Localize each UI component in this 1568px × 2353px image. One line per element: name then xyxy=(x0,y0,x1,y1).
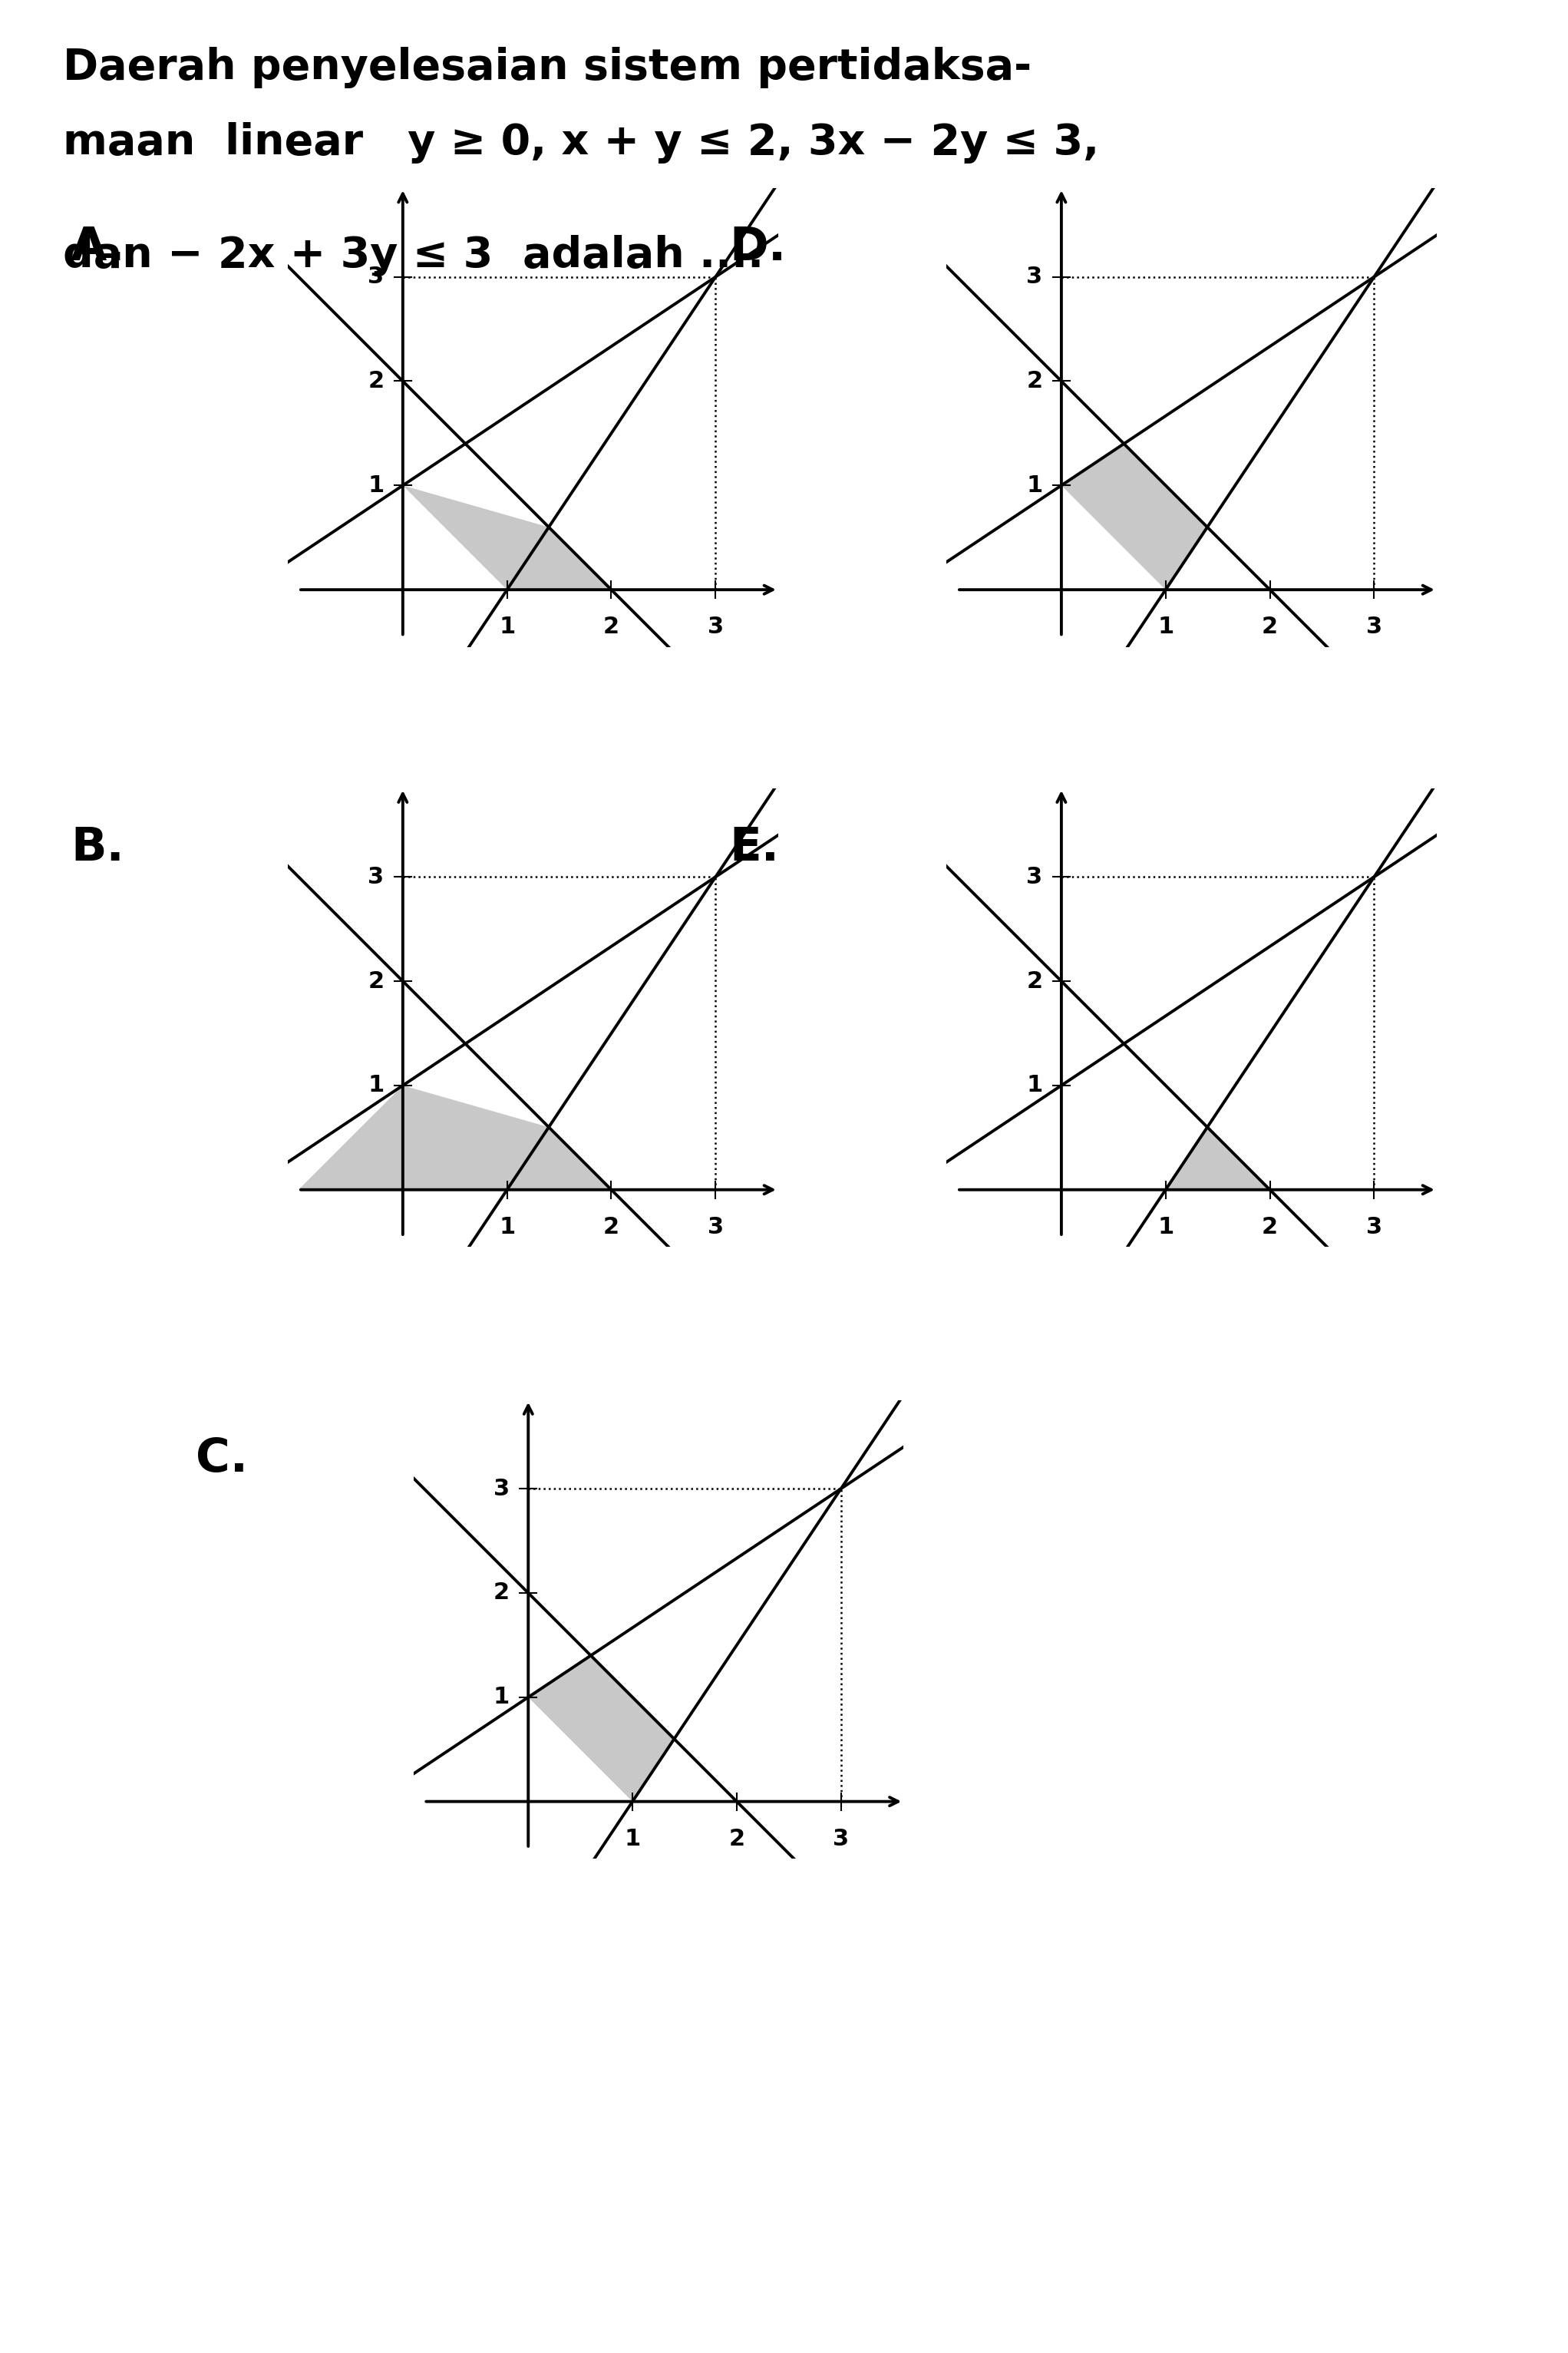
Text: 2: 2 xyxy=(604,616,619,638)
Text: C.: C. xyxy=(196,1438,248,1482)
Text: 2: 2 xyxy=(1027,969,1043,993)
Text: 3: 3 xyxy=(1027,266,1043,287)
Text: 2: 2 xyxy=(1262,1217,1278,1238)
Text: 2: 2 xyxy=(729,1828,745,1849)
Polygon shape xyxy=(1062,445,1207,591)
Text: D.: D. xyxy=(729,226,786,271)
Polygon shape xyxy=(298,1085,612,1191)
Text: 3: 3 xyxy=(494,1478,510,1499)
Text: dan − 2x + 3y ≤ 3  adalah ....: dan − 2x + 3y ≤ 3 adalah .... xyxy=(63,235,764,278)
Text: 3: 3 xyxy=(1027,866,1043,887)
Text: B.: B. xyxy=(71,826,124,871)
Text: Daerah penyelesaian sistem pertidaksa-: Daerah penyelesaian sistem pertidaksa- xyxy=(63,47,1032,89)
Text: 1: 1 xyxy=(1157,1217,1174,1238)
Text: 3: 3 xyxy=(368,866,384,887)
Text: 3: 3 xyxy=(707,616,724,638)
Text: 3: 3 xyxy=(1366,1217,1383,1238)
Text: 1: 1 xyxy=(499,616,516,638)
Text: 1: 1 xyxy=(368,475,384,496)
Text: 1: 1 xyxy=(494,1687,510,1708)
Text: 3: 3 xyxy=(368,266,384,287)
Polygon shape xyxy=(528,1657,674,1802)
Text: A.: A. xyxy=(71,226,125,271)
Text: 1: 1 xyxy=(1157,616,1174,638)
Text: 1: 1 xyxy=(1027,1075,1043,1096)
Text: 3: 3 xyxy=(707,1217,724,1238)
Text: 2: 2 xyxy=(494,1581,510,1605)
Text: 1: 1 xyxy=(499,1217,516,1238)
Text: 1: 1 xyxy=(1027,475,1043,496)
Text: E.: E. xyxy=(729,826,779,871)
Polygon shape xyxy=(403,485,612,591)
Text: 2: 2 xyxy=(368,369,384,393)
Text: 3: 3 xyxy=(833,1828,850,1849)
Text: 2: 2 xyxy=(604,1217,619,1238)
Text: 1: 1 xyxy=(624,1828,641,1849)
Text: 2: 2 xyxy=(1262,616,1278,638)
Text: maan  linear   y ≥ 0, x + y ≤ 2, 3x − 2y ≤ 3,: maan linear y ≥ 0, x + y ≤ 2, 3x − 2y ≤ … xyxy=(63,122,1099,165)
Text: 3: 3 xyxy=(1366,616,1383,638)
Polygon shape xyxy=(1165,1127,1270,1191)
Text: 1: 1 xyxy=(368,1075,384,1096)
Text: 2: 2 xyxy=(1027,369,1043,393)
Text: 2: 2 xyxy=(368,969,384,993)
